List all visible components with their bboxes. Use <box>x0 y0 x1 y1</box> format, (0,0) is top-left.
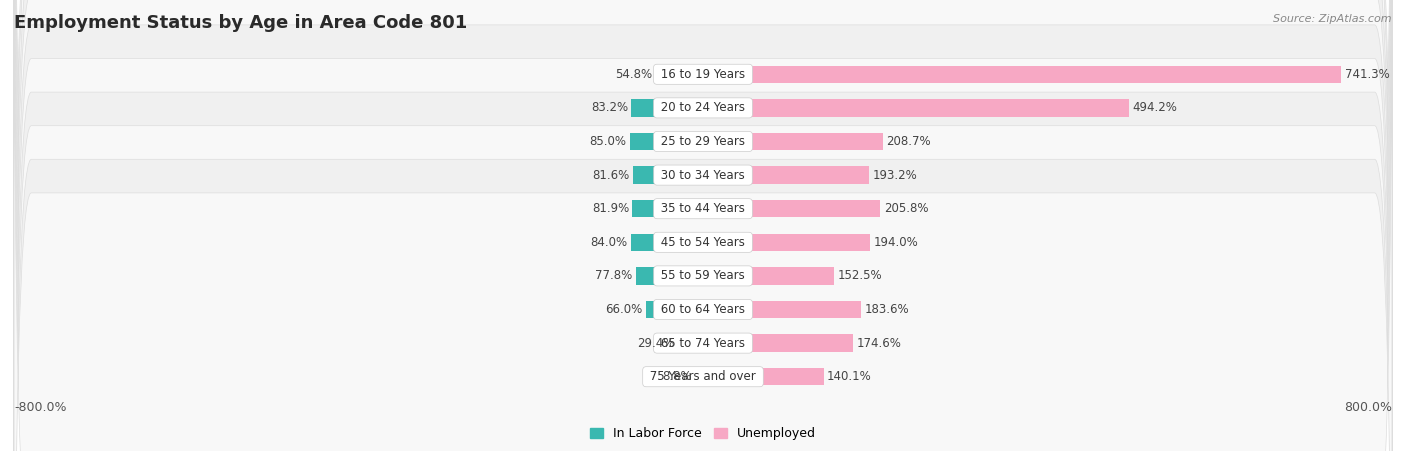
Text: 75 Years and over: 75 Years and over <box>647 370 759 383</box>
Bar <box>696 368 703 386</box>
Bar <box>633 166 703 184</box>
Text: Employment Status by Age in Area Code 801: Employment Status by Age in Area Code 80… <box>14 14 467 32</box>
FancyBboxPatch shape <box>14 0 1392 451</box>
Text: 81.9%: 81.9% <box>592 202 628 215</box>
Bar <box>636 267 703 285</box>
Text: 8.8%: 8.8% <box>662 370 692 383</box>
Text: 77.8%: 77.8% <box>595 269 633 282</box>
Bar <box>703 133 883 150</box>
Bar <box>703 334 853 352</box>
Text: 800.0%: 800.0% <box>1344 401 1392 414</box>
Bar <box>703 200 880 217</box>
Text: 25 to 29 Years: 25 to 29 Years <box>657 135 749 148</box>
FancyBboxPatch shape <box>14 0 1392 451</box>
Bar <box>633 200 703 217</box>
FancyBboxPatch shape <box>14 0 1392 451</box>
Text: 29.4%: 29.4% <box>637 336 675 350</box>
Text: 152.5%: 152.5% <box>838 269 883 282</box>
Text: 81.6%: 81.6% <box>592 169 630 182</box>
Text: 35 to 44 Years: 35 to 44 Years <box>657 202 749 215</box>
Bar <box>703 234 870 251</box>
Legend: In Labor Force, Unemployed: In Labor Force, Unemployed <box>585 423 821 446</box>
Bar <box>678 334 703 352</box>
Text: 66.0%: 66.0% <box>606 303 643 316</box>
Text: 208.7%: 208.7% <box>886 135 931 148</box>
Text: 741.3%: 741.3% <box>1344 68 1389 81</box>
FancyBboxPatch shape <box>14 0 1392 451</box>
Bar <box>630 133 703 150</box>
Text: 54.8%: 54.8% <box>616 68 652 81</box>
Text: 183.6%: 183.6% <box>865 303 910 316</box>
FancyBboxPatch shape <box>14 0 1392 451</box>
Text: 20 to 24 Years: 20 to 24 Years <box>657 101 749 115</box>
Bar <box>703 166 869 184</box>
Bar <box>703 267 834 285</box>
Text: 16 to 19 Years: 16 to 19 Years <box>657 68 749 81</box>
Text: Source: ZipAtlas.com: Source: ZipAtlas.com <box>1274 14 1392 23</box>
FancyBboxPatch shape <box>14 0 1392 451</box>
Bar <box>703 99 1129 117</box>
Text: 30 to 34 Years: 30 to 34 Years <box>657 169 749 182</box>
Bar <box>703 368 824 386</box>
Bar <box>647 301 703 318</box>
FancyBboxPatch shape <box>14 0 1392 451</box>
Bar <box>703 301 860 318</box>
Text: 84.0%: 84.0% <box>591 236 627 249</box>
Text: 140.1%: 140.1% <box>827 370 872 383</box>
Text: -800.0%: -800.0% <box>14 401 66 414</box>
Bar <box>655 65 703 83</box>
Bar <box>631 99 703 117</box>
Text: 60 to 64 Years: 60 to 64 Years <box>657 303 749 316</box>
Text: 85.0%: 85.0% <box>589 135 626 148</box>
Text: 83.2%: 83.2% <box>591 101 628 115</box>
Text: 494.2%: 494.2% <box>1132 101 1177 115</box>
FancyBboxPatch shape <box>14 0 1392 451</box>
Bar <box>703 65 1341 83</box>
Bar <box>631 234 703 251</box>
Text: 174.6%: 174.6% <box>856 336 901 350</box>
FancyBboxPatch shape <box>14 0 1392 451</box>
Text: 194.0%: 194.0% <box>873 236 918 249</box>
Text: 65 to 74 Years: 65 to 74 Years <box>657 336 749 350</box>
Text: 205.8%: 205.8% <box>884 202 928 215</box>
FancyBboxPatch shape <box>14 0 1392 451</box>
Text: 193.2%: 193.2% <box>873 169 918 182</box>
Text: 55 to 59 Years: 55 to 59 Years <box>657 269 749 282</box>
Text: 45 to 54 Years: 45 to 54 Years <box>657 236 749 249</box>
